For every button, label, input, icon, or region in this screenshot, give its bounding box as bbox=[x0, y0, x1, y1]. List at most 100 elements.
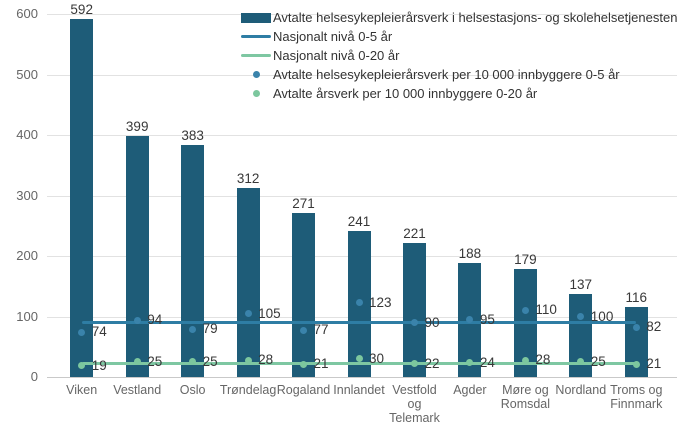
bar-value-label: 116 bbox=[625, 289, 648, 305]
scatter-value-label: 25 bbox=[147, 353, 163, 369]
scatter-point-avtalte-helsesykeple bbox=[466, 316, 474, 323]
scatter-point-avtalte-rsverk-per-1 bbox=[244, 356, 252, 364]
y-axis-tick-label: 200 bbox=[16, 248, 38, 263]
scatter-value-label: 22 bbox=[424, 355, 440, 371]
x-axis-label-line: Rogaland bbox=[276, 383, 331, 397]
legend-swatch-shape bbox=[241, 12, 271, 23]
bar-value-label: 137 bbox=[569, 277, 593, 293]
legend-item-label: Nasjonalt nivå 0-20 år bbox=[273, 48, 400, 63]
bar-value-label: 383 bbox=[181, 128, 204, 144]
scatter-point-avtalte-rsverk-per-1 bbox=[355, 355, 363, 363]
scatter-point-avtalte-helsesykeple bbox=[300, 326, 307, 334]
x-axis-label-line: Viken bbox=[66, 383, 98, 397]
x-axis-category-label-tr-ndelag: Trøndelag bbox=[211, 383, 285, 397]
legend-item-label: Avtalte helsesykepleierårsverk i helsest… bbox=[273, 10, 678, 25]
scatter-value-label: 110 bbox=[535, 302, 557, 318]
scatter-point-avtalte-helsesykeple bbox=[632, 323, 640, 331]
national-level-line-nasjonalt-niv-0-5-r bbox=[81, 321, 637, 325]
bar-viken bbox=[70, 18, 94, 377]
x-axis-label-line: Trøndelag bbox=[219, 383, 277, 397]
bar-value-label: 271 bbox=[292, 196, 315, 211]
scatter-value-label: 90 bbox=[424, 314, 440, 330]
scatter-point-avtalte-helsesykeple bbox=[244, 310, 252, 317]
gridline-300 bbox=[47, 195, 677, 197]
x-axis-category-label-innlandet: Innlandet bbox=[322, 383, 396, 397]
x-axis-category-label-vestfold-og-telemark: Vestfold og Telemark bbox=[378, 383, 452, 425]
scatter-point-avtalte-helsesykeple bbox=[577, 313, 585, 320]
x-axis-label-line: Telemark bbox=[389, 411, 440, 425]
x-axis-category-label-viken: Viken bbox=[45, 383, 119, 397]
y-axis-tick-label: 600 bbox=[16, 6, 38, 21]
scatter-point-avtalte-rsverk-per-1 bbox=[78, 362, 86, 369]
x-axis-label-line: Nordland bbox=[555, 383, 607, 397]
x-axis-label-line: Vestfold bbox=[392, 383, 437, 397]
scatter-value-label: 28 bbox=[258, 352, 274, 368]
chart-legend: Avtalte helsesykepleierårsverk i helsest… bbox=[240, 8, 677, 103]
scatter-value-label: 105 bbox=[258, 305, 281, 321]
scatter-point-avtalte-rsverk-per-1 bbox=[521, 356, 529, 364]
scatter-point-avtalte-helsesykeple bbox=[411, 319, 418, 327]
gridline-500 bbox=[47, 74, 677, 76]
x-axis-label-line: Innlandet bbox=[333, 383, 385, 397]
scatter-value-label: 25 bbox=[202, 353, 218, 369]
y-axis-tick-label: 500 bbox=[16, 66, 38, 82]
x-axis-label-line: og bbox=[407, 397, 422, 411]
scatter-point-avtalte-rsverk-per-1 bbox=[300, 360, 307, 368]
scatter-value-label: 95 bbox=[479, 311, 495, 327]
bar-value-label: 592 bbox=[70, 1, 93, 17]
x-axis-label-line: Finnmark bbox=[610, 397, 663, 411]
legend-swatch-shape bbox=[252, 71, 260, 78]
scatter-value-label: 82 bbox=[646, 319, 662, 335]
scatter-value-label: 25 bbox=[590, 353, 606, 369]
bar-tr-ndelag bbox=[236, 188, 260, 377]
scatter-value-label: 94 bbox=[147, 312, 163, 328]
legend-swatch-shape bbox=[252, 90, 260, 97]
y-axis-tick-label: 400 bbox=[16, 127, 38, 142]
legend-item-label: Avtalte helsesykepleierårsverk per 10 00… bbox=[273, 67, 620, 82]
y-axis-tick-label: 300 bbox=[16, 187, 38, 203]
x-axis-category-label-oslo: Oslo bbox=[156, 383, 230, 397]
dot-swatch-icon bbox=[240, 71, 272, 78]
x-axis-category-label-nordland: Nordland bbox=[544, 383, 618, 397]
scatter-value-label: 123 bbox=[369, 294, 392, 310]
bar-troms-og-finnmark bbox=[624, 306, 648, 377]
gridline-0 bbox=[47, 377, 677, 378]
scatter-value-label: 24 bbox=[479, 354, 495, 370]
legend-item-nasjonalt-niv-0-5-r[interactable]: Nasjonalt nivå 0-5 år bbox=[240, 27, 677, 46]
scatter-value-label: 21 bbox=[646, 356, 662, 372]
line-swatch-icon bbox=[240, 54, 272, 57]
x-axis-label-line: Romsdal bbox=[500, 397, 551, 411]
x-axis-category-label-m-re-og-romsdal: Møre og Romsdal bbox=[488, 383, 562, 411]
legend-swatch-shape bbox=[241, 35, 271, 38]
line-swatch-icon bbox=[240, 35, 272, 38]
bar-vestland bbox=[125, 135, 149, 377]
x-axis-label-line: Oslo bbox=[179, 383, 206, 397]
x-axis-category-label-vestland: Vestland bbox=[100, 383, 174, 397]
bar-value-label: 241 bbox=[347, 214, 371, 230]
legend-item-nasjonalt-niv-0-20-r[interactable]: Nasjonalt nivå 0-20 år bbox=[240, 46, 677, 65]
bar-value-label: 312 bbox=[236, 171, 260, 187]
legend-item-avtalte-helsesykepleier-rsverk[interactable]: Avtalte helsesykepleierårsverk per 10 00… bbox=[240, 65, 677, 84]
scatter-point-avtalte-rsverk-per-1 bbox=[466, 359, 474, 366]
scatter-value-label: 19 bbox=[91, 357, 107, 373]
scatter-point-avtalte-helsesykeple bbox=[133, 316, 141, 324]
legend-item-avtalte-helsesykepleier-rsverk[interactable]: Avtalte helsesykepleierårsverk i helsest… bbox=[240, 8, 677, 27]
gridline-600 bbox=[47, 14, 677, 15]
x-axis-category-label-troms-og-finnmark: Troms og Finnmark bbox=[599, 383, 673, 411]
scatter-point-avtalte-rsverk-per-1 bbox=[133, 358, 141, 366]
legend-item-label: Nasjonalt nivå 0-5 år bbox=[273, 29, 393, 44]
x-axis-category-label-rogaland: Rogaland bbox=[267, 383, 341, 397]
scatter-point-avtalte-rsverk-per-1 bbox=[411, 360, 418, 368]
legend-swatch-shape bbox=[241, 54, 271, 57]
legend-item-avtalte-rsverk-per-10-000-innb[interactable]: Avtalte årsverk per 10 000 innbyggere 0-… bbox=[240, 84, 677, 103]
scatter-point-avtalte-helsesykeple bbox=[355, 299, 363, 307]
bar-vestfold-og-telemark bbox=[403, 243, 426, 377]
x-axis-label-line: Agder bbox=[453, 383, 487, 397]
bar-value-label: 188 bbox=[458, 246, 482, 262]
y-axis-tick-label: 100 bbox=[16, 308, 38, 324]
x-axis-label-line: Møre og bbox=[502, 383, 549, 397]
scatter-point-avtalte-helsesykeple bbox=[78, 328, 86, 336]
y-axis-tick-label: 0 bbox=[30, 369, 38, 384]
bar-value-label: 399 bbox=[125, 118, 149, 134]
